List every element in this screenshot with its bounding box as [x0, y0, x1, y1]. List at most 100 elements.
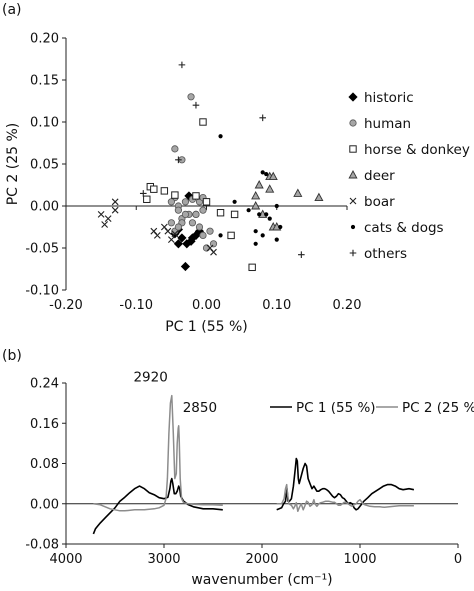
point-horse-donkey	[192, 192, 200, 200]
point-deer	[314, 192, 324, 202]
y-tick-label: 0.08	[30, 457, 59, 472]
point-boar	[210, 248, 217, 256]
y-tick-label: 0.00	[30, 497, 59, 512]
x-tick-label: 4000	[49, 552, 82, 567]
point-historic	[180, 261, 191, 272]
point-boar	[171, 230, 179, 238]
point-boar	[164, 227, 172, 235]
point-horse-donkey	[202, 198, 211, 206]
point-cats-dogs	[218, 134, 223, 139]
peak-label-2920: 2920	[133, 370, 167, 386]
x-tick-label: -0.20	[49, 298, 83, 313]
point-others	[175, 156, 182, 164]
legend-label-cats-dogs: cats & dogs	[364, 220, 444, 236]
point-human	[181, 210, 190, 218]
legend-marker-horse-donkey	[349, 145, 357, 153]
legend-marker-human	[349, 119, 357, 127]
point-deer	[268, 171, 278, 181]
panel-label-a: (a)	[2, 2, 22, 18]
point-human	[199, 206, 207, 214]
point-others	[178, 61, 186, 69]
pc1-line	[92, 477, 223, 535]
point-historic	[173, 239, 183, 249]
point-others	[139, 190, 147, 197]
point-boar	[111, 206, 119, 214]
legend-marker-historic	[348, 92, 358, 102]
y-tick-label: 0.24	[30, 377, 59, 392]
x-tick-label: -0.10	[119, 298, 153, 313]
point-human	[195, 223, 204, 231]
y-axis-title: PC 2 (25 %)	[5, 123, 21, 206]
x-tick-label: 0.10	[262, 298, 291, 313]
x-tick-label: 0	[454, 552, 462, 567]
point-horse-donkey	[160, 187, 169, 195]
x-axis-title: PC 1 (55 %)	[165, 319, 248, 335]
point-human	[188, 219, 197, 227]
legend-label-pc2: PC 2 (25 %)	[402, 400, 474, 416]
x-tick-label: 1000	[343, 552, 376, 567]
x-tick-label: 0.00	[192, 298, 221, 313]
point-cats-dogs	[274, 237, 279, 242]
point-human	[199, 231, 207, 239]
point-human	[174, 223, 182, 231]
point-cats-dogs	[267, 216, 272, 221]
point-human	[167, 198, 175, 206]
point-human	[192, 210, 200, 218]
point-horse-donkey	[199, 118, 207, 126]
legend-label-historic: historic	[364, 90, 414, 106]
point-others	[192, 101, 200, 109]
point-historic	[177, 233, 187, 243]
point-horse-donkey	[230, 210, 239, 219]
point-boar	[104, 215, 112, 222]
legend-label-horse-donkey: horse & donkey	[364, 142, 470, 158]
legend-marker-boar	[349, 197, 357, 205]
legend-label-others: others	[364, 246, 407, 262]
y-tick-label: 0.16	[30, 417, 59, 432]
panel-label-b: (b)	[2, 348, 22, 364]
point-horse-donkey	[227, 231, 235, 240]
point-cats-dogs	[253, 229, 258, 234]
x-tick-label: 0.20	[333, 298, 362, 313]
point-cats-dogs	[232, 199, 237, 204]
legend-marker-deer	[348, 170, 358, 179]
point-human	[187, 93, 195, 101]
scatter-legend: historic human horse & donkey deer boar cats …	[348, 90, 470, 262]
point-horse-donkey	[150, 185, 158, 193]
point-cats-dogs	[246, 208, 251, 213]
legend-label-deer: deer	[364, 168, 395, 184]
y-tick-label: -0.10	[25, 284, 59, 299]
point-boar	[97, 211, 105, 218]
scatter-plot: -0.10-0.050.000.050.100.150.20-0.20 -0.10…	[5, 32, 361, 336]
point-others	[259, 114, 266, 122]
point-horse-donkey	[216, 209, 225, 217]
point-deer	[293, 188, 303, 197]
peak-label-2850: 2850	[183, 400, 217, 416]
y-tick-label: 0.10	[30, 116, 59, 131]
point-human	[202, 244, 211, 252]
legend-label-pc1: PC 1 (55 %)	[296, 400, 376, 416]
y-tick-label: 0.15	[30, 74, 59, 89]
pc1-line	[276, 457, 415, 511]
point-others	[298, 251, 305, 259]
point-horse-donkey	[248, 263, 256, 272]
point-cats-dogs	[260, 233, 265, 238]
spectra-legend: PC 1 (55 %) PC 2 (25 %)	[270, 400, 474, 416]
point-deer	[251, 190, 261, 200]
point-cats-dogs	[264, 212, 269, 217]
point-cats-dogs	[278, 224, 283, 230]
pc2-line	[93, 394, 223, 512]
x-axis-title: wavenumber (cm⁻¹)	[191, 572, 332, 588]
legend-marker-others	[349, 249, 357, 257]
point-boar	[101, 221, 109, 228]
point-cats-dogs	[253, 241, 258, 246]
point-deer	[251, 201, 261, 210]
point-deer	[254, 180, 264, 189]
point-boar	[111, 198, 119, 206]
point-horse-donkey	[143, 195, 151, 203]
point-human	[171, 145, 179, 153]
point-cats-dogs	[274, 203, 279, 209]
legend-marker-cats-dogs	[350, 224, 356, 230]
y-tick-label: -0.05	[25, 242, 59, 257]
point-cats-dogs	[257, 212, 262, 217]
point-cats-dogs	[260, 170, 265, 175]
